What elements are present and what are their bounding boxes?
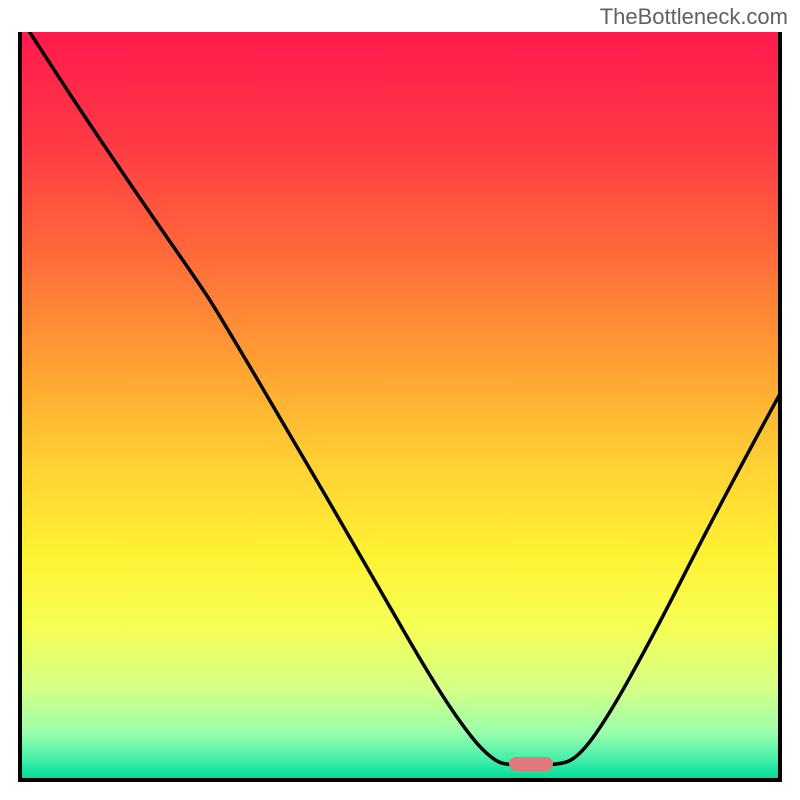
optimal-marker [509, 757, 553, 771]
plot-area [22, 32, 782, 778]
chart-frame [18, 32, 782, 782]
watermark-text: TheBottleneck.com [600, 4, 788, 30]
bottleneck-curve [22, 32, 782, 778]
